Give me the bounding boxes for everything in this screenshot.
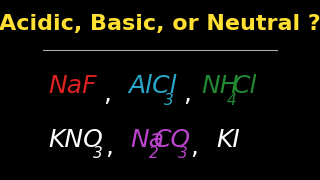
Text: 3: 3	[164, 93, 173, 108]
Text: Cl: Cl	[233, 75, 258, 98]
Text: NH: NH	[201, 75, 239, 98]
Text: ,: ,	[190, 135, 198, 159]
Text: ,: ,	[105, 135, 113, 159]
Text: AlCl: AlCl	[128, 75, 177, 98]
Text: CO: CO	[154, 128, 191, 152]
Text: Acidic, Basic, or Neutral ?: Acidic, Basic, or Neutral ?	[0, 14, 320, 34]
Text: KI: KI	[216, 128, 240, 152]
Text: 3: 3	[93, 146, 103, 161]
Text: ,: ,	[103, 82, 111, 105]
Text: ,: ,	[183, 82, 191, 105]
Text: 3: 3	[178, 146, 188, 161]
Text: 4: 4	[227, 93, 237, 108]
Text: KNO: KNO	[48, 128, 103, 152]
Text: Na: Na	[131, 128, 165, 152]
Text: 2: 2	[149, 146, 159, 161]
Text: NaF: NaF	[48, 75, 97, 98]
